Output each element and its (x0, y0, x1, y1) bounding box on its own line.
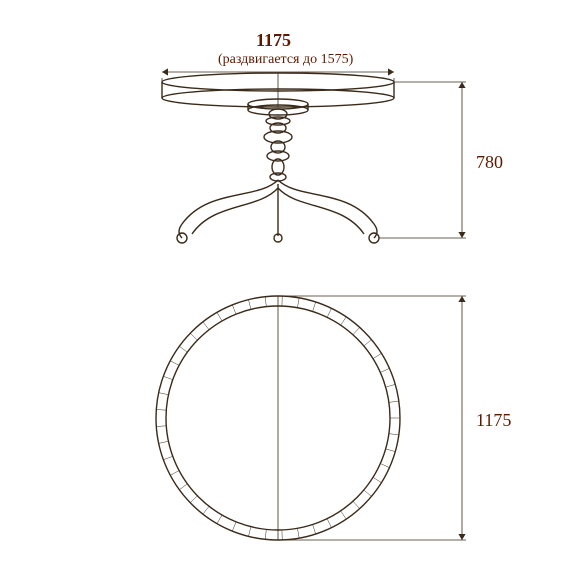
plan-diameter-dimension: 1175 (476, 410, 511, 431)
drawing-svg (0, 0, 580, 580)
technical-drawing: 1175 (раздвигается до 1575) 780 1175 (0, 0, 580, 580)
width-dimension: 1175 (256, 30, 291, 51)
width-subtitle: (раздвигается до 1575) (218, 52, 353, 68)
height-dimension: 780 (476, 152, 503, 173)
